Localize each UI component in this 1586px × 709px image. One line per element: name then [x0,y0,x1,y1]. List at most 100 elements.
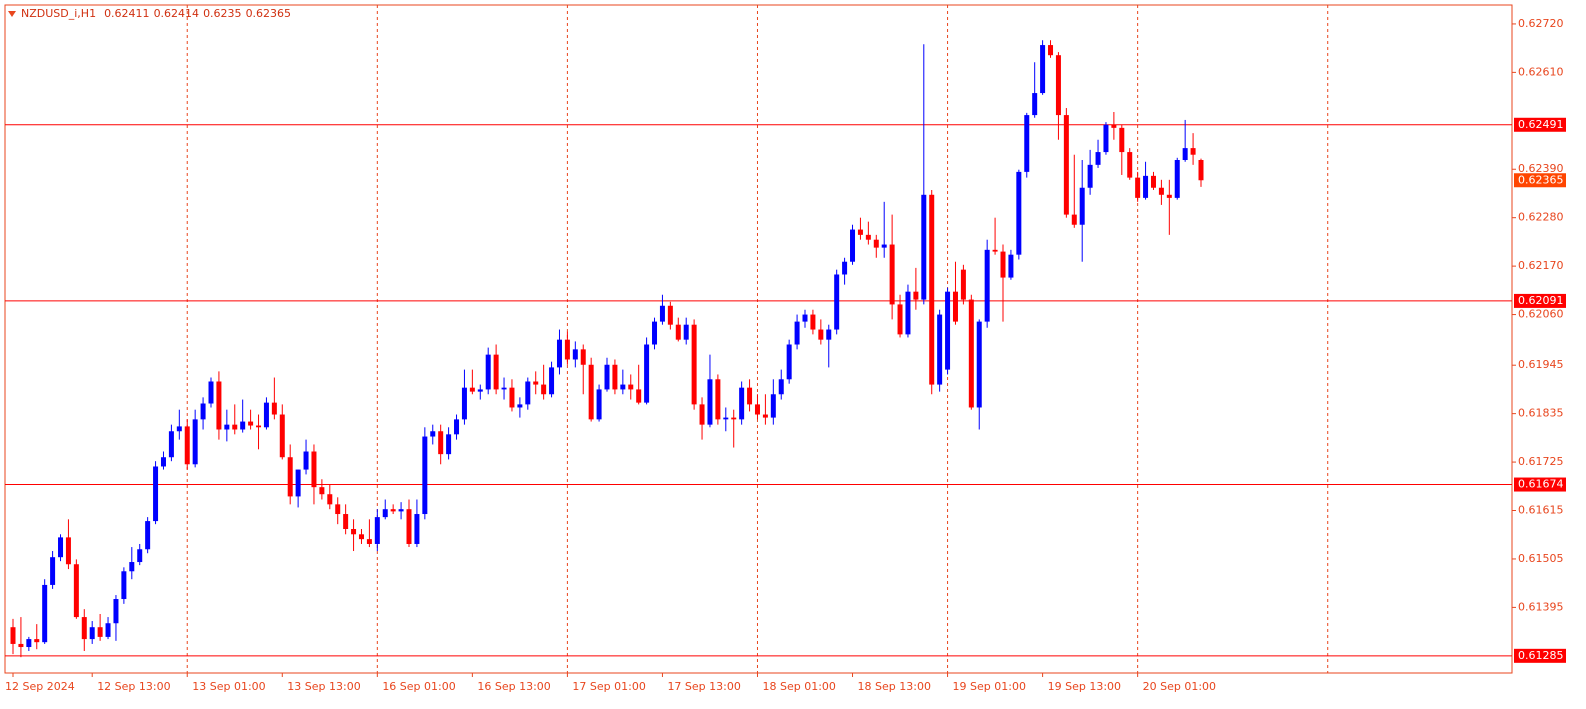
candle-body [937,314,943,385]
candle-body [826,329,832,340]
candle-body [913,291,919,300]
candle-body [905,291,911,335]
candle-body [145,521,151,550]
candle-body [723,417,729,420]
candle-body [556,339,562,368]
x-tick-label: 19 Sep 01:00 [953,680,1026,693]
candle-body [533,381,539,385]
candle-body [1063,115,1069,215]
x-tick-label: 19 Sep 13:00 [1048,680,1121,693]
y-tick-label: 0.61725 [1518,455,1564,468]
candle-body [406,509,412,544]
y-tick-label: 0.61945 [1518,358,1564,371]
candle-body [652,321,658,345]
candle-body [620,384,626,390]
candle-body [1103,124,1109,153]
candle-body [343,514,349,530]
candle-body [287,457,293,497]
candle-body [810,314,816,330]
candle-body [469,387,475,392]
candle-body [216,381,222,430]
candle-body [1016,171,1022,255]
x-tick-label: 17 Sep 01:00 [572,680,645,693]
header-high: 0.62414 [154,7,200,20]
candle-body [160,457,166,467]
candle-body [960,269,966,300]
y-tick-label: 0.62610 [1518,65,1564,78]
candle-body [1079,187,1085,225]
candle-body [105,623,111,637]
candle-body [588,364,594,420]
y-tick-label: 0.62060 [1518,308,1564,321]
candle-body [26,639,32,648]
candle-body [327,494,333,505]
candle-body [129,562,135,572]
candle-body [1119,127,1125,153]
header-open: 0.62411 [104,7,150,20]
candle-body [1071,214,1077,225]
candle-body [525,381,531,405]
candle-body [1182,148,1188,161]
candle-body [422,436,428,515]
header-marker [8,11,16,17]
candle-body [834,274,840,330]
candle-body [802,314,808,322]
y-tick-label: 0.61615 [1518,504,1564,517]
candle-body [414,514,420,544]
header-low: 0.6235 [203,7,242,20]
x-tick-label: 18 Sep 13:00 [858,680,931,693]
x-tick-label: 13 Sep 01:00 [192,680,265,693]
candle-body [438,431,444,455]
candle-body [232,424,238,430]
candle-body [34,639,40,643]
candle-body [747,387,753,405]
candle-body [596,389,602,420]
candle-body [873,239,879,248]
candle-body [311,451,317,488]
candle-body [794,321,800,345]
candle-body [42,584,48,643]
candle-body [1055,55,1061,116]
candle-body [10,627,16,644]
candle-body [256,425,262,428]
candle-body [1190,148,1196,155]
candle-body [842,261,848,275]
candle-body [572,349,578,360]
y-tick-label: 0.62170 [1518,259,1564,272]
candle-body [786,344,792,380]
candle-body [580,349,586,365]
y-tick-label: 0.61395 [1518,600,1564,613]
price-label: 0.62365 [1518,173,1564,186]
candle-body [1150,175,1156,188]
x-tick-label: 18 Sep 01:00 [762,680,835,693]
candle-body [263,402,269,428]
candle-body [984,249,990,322]
candle-body [1008,254,1014,278]
candle-body [1198,160,1204,181]
candle-body [1166,194,1172,198]
candle-body [731,417,737,420]
level-label-box [1514,477,1566,492]
header-close: 0.62365 [246,7,292,20]
candle-body [319,487,325,495]
y-tick-label: 0.62390 [1518,162,1564,175]
candle-body [644,344,650,403]
level-label: 0.62091 [1518,294,1564,307]
candle-body [398,509,404,512]
y-tick-label: 0.61835 [1518,407,1564,420]
candle-body [1048,45,1054,56]
level-label: 0.62491 [1518,118,1564,131]
candle-body [335,504,341,515]
candle-body [279,414,285,458]
y-tick-label: 0.62280 [1518,211,1564,224]
candle-body [113,599,119,624]
candle-body [739,387,745,420]
candle-body [184,426,190,465]
candle-body [612,364,618,390]
candle-body [65,537,71,565]
candle-body [1127,152,1133,178]
plot-frame [4,4,1513,674]
x-tick-label: 12 Sep 2024 [5,680,75,693]
candle-body [50,557,56,585]
